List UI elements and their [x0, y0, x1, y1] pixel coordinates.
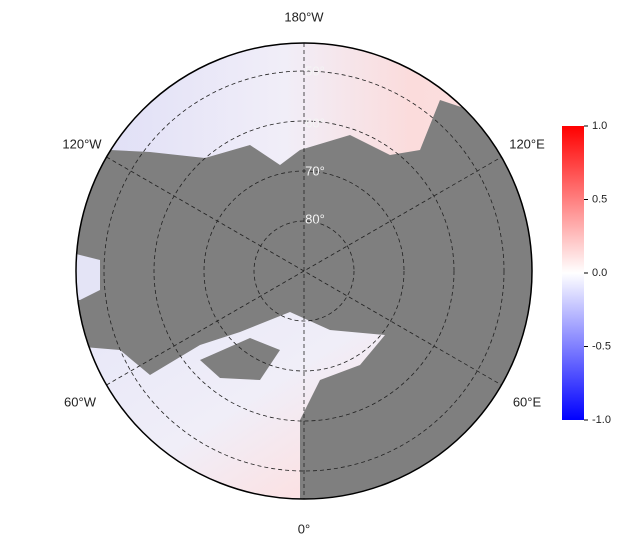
colorbar-tick-label: -0.5 — [592, 340, 611, 352]
lat-label: 70° — [305, 163, 325, 178]
lon-label: 120°E — [509, 136, 545, 151]
graticule — [103, 43, 505, 499]
ocean-patch — [76, 250, 100, 300]
lon-label: 60°W — [64, 394, 97, 409]
lon-label: 0° — [298, 521, 310, 536]
lon-label: 120°W — [62, 136, 102, 151]
greenland-tip — [200, 338, 280, 380]
colorbar — [562, 126, 584, 420]
colorbar-tick-label: 1.0 — [592, 120, 607, 132]
lat-label: 50° — [305, 63, 325, 78]
map-border — [75, 42, 533, 500]
colorbar-tick-label: 0.5 — [592, 193, 607, 205]
map-disc — [76, 43, 532, 499]
lon-label: 180°W — [284, 9, 324, 24]
lat-label: 60° — [305, 115, 325, 130]
colorbar-tick-label: -1.0 — [592, 414, 611, 426]
lon-label: 60°E — [513, 394, 542, 409]
colorbar-tick-label: 0.0 — [592, 267, 607, 279]
lat-label: 80° — [305, 211, 325, 226]
